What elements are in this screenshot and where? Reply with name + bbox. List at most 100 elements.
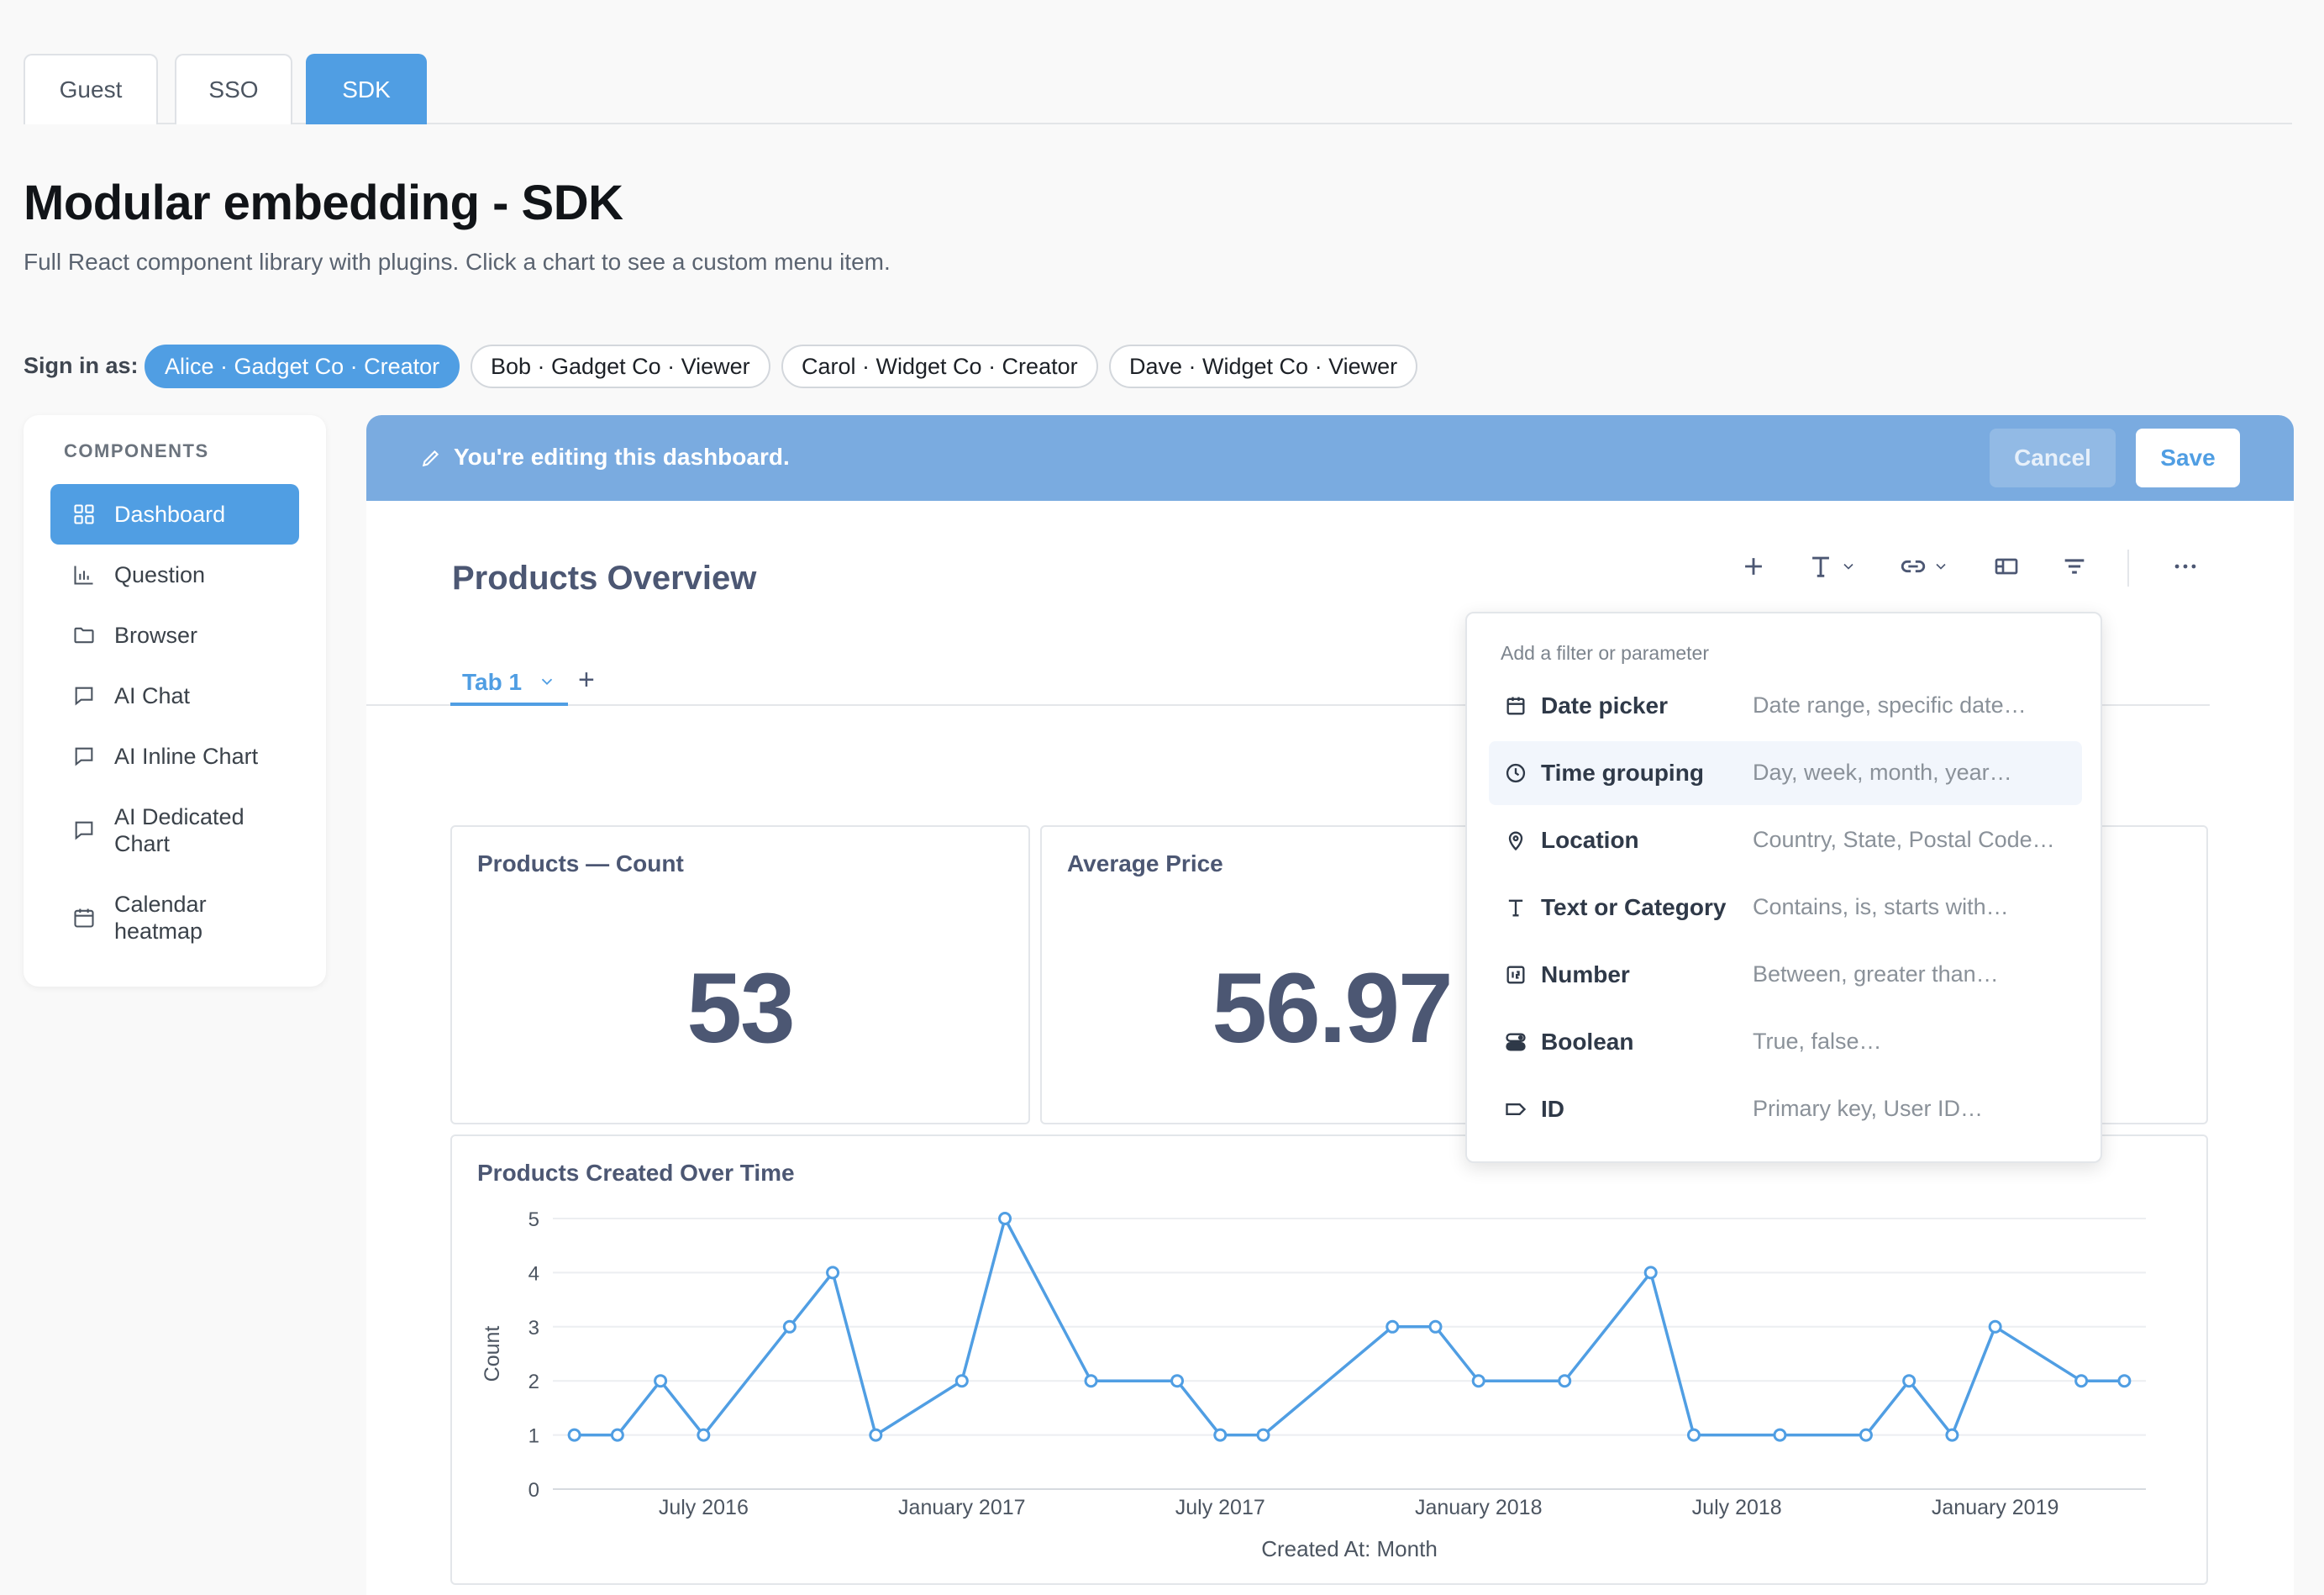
user-pill-alice[interactable]: Alice · Gadget Co · Creator: [145, 345, 460, 388]
data-point: [567, 1428, 581, 1442]
sidebar-item-browser[interactable]: Browser: [50, 605, 299, 666]
filter-option-time-grouping[interactable]: Time grouping Day, week, month, year…: [1489, 741, 2082, 805]
tab-label: Tab 1: [462, 669, 523, 695]
y-tick-label: 4: [528, 1262, 539, 1285]
data-point: [2074, 1374, 2089, 1388]
add-section-button[interactable]: [1993, 551, 2020, 582]
data-point: [1256, 1428, 1270, 1442]
data-point: [1558, 1374, 1572, 1388]
x-tick-label: January 2019: [1932, 1496, 2059, 1519]
user-pill-dave[interactable]: Dave · Widget Co · Viewer: [1109, 345, 1418, 388]
data-point: [1945, 1428, 1959, 1442]
link-icon: [1901, 560, 1926, 573]
sidebar-item-label: Dashboard: [114, 502, 226, 527]
sidebar-item-label: Question: [114, 562, 206, 587]
sidebar-item-label: AI Inline Chart: [114, 744, 259, 769]
data-point: [998, 1212, 1012, 1225]
card-products-count[interactable]: Products — Count 53: [450, 825, 1030, 1124]
option-description: Primary key, User ID…: [1753, 1096, 1984, 1121]
option-name: Location: [1541, 827, 1639, 853]
filter-option-id[interactable]: ID Primary key, User ID…: [1489, 1077, 2082, 1141]
chat-icon: [75, 747, 93, 766]
user-pill-carol[interactable]: Carol · Widget Co · Creator: [781, 345, 1098, 388]
data-point: [1084, 1374, 1098, 1388]
scalar-value: 56.97: [1212, 953, 1453, 1064]
data-point: [1471, 1374, 1485, 1388]
tag-icon: [1506, 1103, 1527, 1115]
option-description: Date range, specific date…: [1753, 692, 2027, 718]
top-tab-bar: Guest SSO SDK: [24, 54, 2292, 124]
cancel-button[interactable]: Cancel: [1990, 429, 2116, 487]
data-point: [1859, 1428, 1873, 1442]
tab-sdk[interactable]: SDK: [306, 54, 427, 124]
data-point: [954, 1374, 969, 1388]
sidebar-item-ai-dedicated-chart[interactable]: AI Dedicated Chart: [50, 792, 299, 869]
sidebar-item-dashboard[interactable]: Dashboard: [50, 484, 299, 545]
tab-1[interactable]: Tab 1: [450, 655, 568, 706]
option-name: Boolean: [1541, 1029, 1634, 1055]
add-tab-button[interactable]: +: [578, 664, 595, 696]
sidebar-item-label: Browser: [114, 623, 198, 648]
filter-option-location[interactable]: Location Country, State, Postal Code…: [1489, 808, 2082, 872]
x-tick-label: July 2016: [659, 1496, 749, 1519]
data-point: [1773, 1428, 1787, 1442]
pin-icon: [1508, 831, 1523, 851]
data-point: [869, 1428, 883, 1442]
chat-icon: [75, 821, 93, 840]
y-tick-label: 2: [528, 1371, 539, 1393]
add-link-button[interactable]: [1899, 551, 1949, 582]
number-icon: [1506, 966, 1525, 984]
more-icon: [2174, 564, 2196, 569]
data-point: [1170, 1374, 1185, 1388]
add-card-button[interactable]: [1739, 551, 1768, 582]
text-icon: [1812, 556, 1829, 577]
add-filter-button[interactable]: [2060, 551, 2089, 582]
chevron-down-icon[interactable]: [538, 672, 556, 691]
data-point: [697, 1428, 711, 1442]
option-name: Time grouping: [1541, 760, 1704, 786]
tab-sso[interactable]: SSO: [175, 54, 292, 124]
save-button[interactable]: Save: [2136, 429, 2240, 487]
filter-option-number[interactable]: Number Between, greater than…: [1489, 943, 2082, 1007]
card-title: Products — Count: [477, 850, 684, 876]
user-pill-bob[interactable]: Bob · Gadget Co · Viewer: [471, 345, 770, 388]
data-point: [654, 1374, 668, 1388]
calendar-icon: [74, 908, 94, 928]
data-point: [1385, 1319, 1400, 1334]
sidebar-item-ai-inline-chart[interactable]: AI Inline Chart: [50, 726, 299, 787]
sidebar-item-question[interactable]: Question: [50, 545, 299, 605]
popover-heading: Add a filter or parameter: [1501, 642, 1710, 664]
card-products-over-time[interactable]: Products Created Over Time 0 1 2 3 4 5 July 20…: [450, 1134, 2208, 1585]
filter-option-boolean[interactable]: Boolean True, false…: [1489, 1010, 2082, 1074]
option-name: Number: [1541, 961, 1630, 987]
add-text-button[interactable]: [1806, 551, 1857, 582]
data-point: [1213, 1428, 1228, 1442]
filter-icon: [2064, 559, 2085, 574]
edit-banner: You're editing this dashboard. Cancel Sa…: [366, 415, 2294, 501]
option-name: Date picker: [1541, 692, 1668, 719]
plus-icon: [1745, 558, 1762, 575]
bar-chart-icon: [74, 566, 93, 585]
sidebar-item-calendar-heatmap[interactable]: Calendar heatmap: [50, 879, 299, 956]
data-point: [1428, 1319, 1443, 1334]
sidebar-heading: COMPONENTS: [64, 440, 209, 461]
filter-option-date-picker[interactable]: Date picker Date range, specific date…: [1489, 674, 2082, 738]
x-tick-label: July 2018: [1692, 1496, 1782, 1519]
dashboard-title: Products Overview: [452, 560, 757, 597]
data-point: [826, 1266, 840, 1280]
option-name: Text or Category: [1541, 894, 1727, 920]
chevron-down-icon: [1843, 563, 1853, 570]
chat-icon: [75, 687, 93, 706]
sidebar: COMPONENTS Dashboard Question Browser AI…: [24, 415, 326, 987]
line-chart: 0 1 2 3 4 5 July 2016 January 2017 July 2017 Janu…: [481, 1208, 2146, 1561]
scalar-value: 53: [686, 953, 795, 1064]
option-description: Contains, is, starts with…: [1753, 894, 2009, 919]
x-axis-label: Created At: Month: [1261, 1536, 1438, 1561]
more-options-button[interactable]: [2171, 551, 2200, 582]
filter-option-text-or-category[interactable]: Text or Category Contains, is, starts wi…: [1489, 876, 2082, 940]
tab-guest[interactable]: Guest: [24, 54, 158, 124]
signin-label: Sign in as:: [24, 353, 139, 378]
data-point: [1902, 1374, 1917, 1388]
data-point: [782, 1319, 797, 1334]
sidebar-item-ai-chat[interactable]: AI Chat: [50, 666, 299, 726]
